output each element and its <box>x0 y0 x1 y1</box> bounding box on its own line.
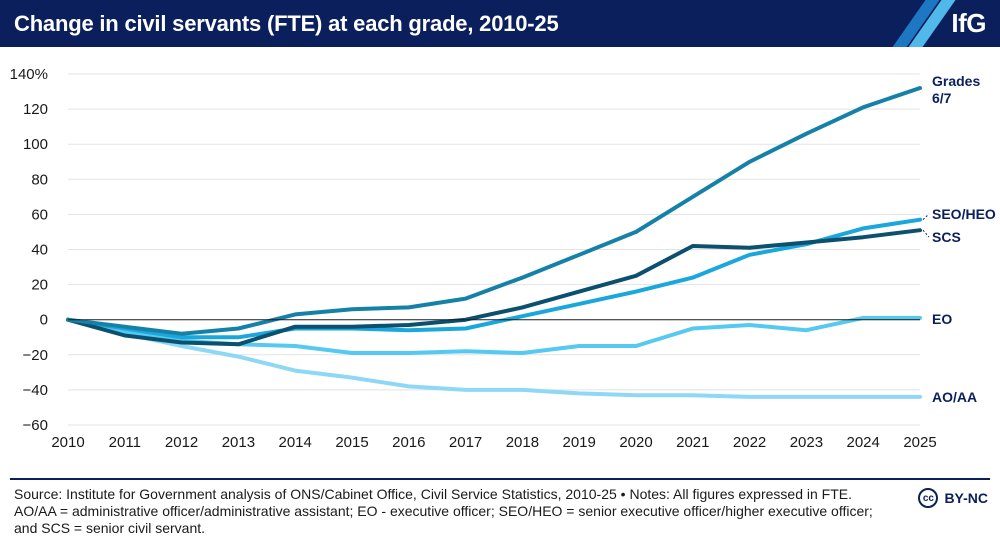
license-label: BY-NC <box>944 490 988 506</box>
series-label-line: Grades <box>932 73 980 89</box>
ifg-logo: IfG <box>951 8 986 38</box>
chart-title: Change in civil servants (FTE) at each g… <box>14 11 559 36</box>
x-tick-label: 2024 <box>847 434 880 451</box>
x-tick-label: 2016 <box>392 434 425 451</box>
creative-commons-icon: cc <box>918 488 939 508</box>
y-tick-label: 60 <box>31 206 48 223</box>
footer-divider <box>10 478 990 480</box>
y-tick-label: 20 <box>31 277 48 294</box>
series-label-line: 6/7 <box>932 90 952 106</box>
x-tick-label: 2013 <box>222 434 255 451</box>
y-tick-label: 0 <box>40 312 48 329</box>
y-tick-label: 40 <box>31 242 48 259</box>
series-label: SCS <box>932 229 961 245</box>
license-badge: cc BY-NC <box>918 488 988 508</box>
x-tick-label: 2011 <box>109 434 141 451</box>
y-tick-label: 120 <box>23 101 48 118</box>
series-label: AO/AA <box>932 389 977 405</box>
y-tick-label: 140% <box>10 66 48 83</box>
series-label: EO <box>932 311 952 327</box>
chart-header: Change in civil servants (FTE) at each g… <box>0 0 1000 47</box>
line-chart: −60 −40 −20 0 20 40 60 80 100 120 140% 2010 2011 2012… <box>10 66 996 451</box>
y-tick-label: 100 <box>23 136 48 153</box>
x-tick-label: 2018 <box>506 434 539 451</box>
x-tick-label: 2015 <box>335 434 368 451</box>
x-tick-label: 2017 <box>449 434 482 451</box>
series-label: SEO/HEO <box>932 206 996 222</box>
series-line-seo-heo <box>66 217 922 340</box>
y-tick-label: −40 <box>23 382 48 399</box>
x-tick-label: 2020 <box>619 434 652 451</box>
x-tick-label: 2021 <box>676 434 709 451</box>
series-label: Grades 6/7 <box>932 73 980 106</box>
x-tick-label: 2014 <box>279 434 312 451</box>
source-note: Source: Institute for Government analysi… <box>14 486 873 536</box>
series-line-scs <box>66 228 922 347</box>
series-line-grades-6-7 <box>66 86 922 336</box>
x-tick-label: 2019 <box>563 434 596 451</box>
label-leader <box>922 229 930 238</box>
y-tick-label: 80 <box>31 171 48 188</box>
x-tick-label: 2023 <box>790 434 823 451</box>
y-tick-label: −60 <box>23 417 48 434</box>
y-tick-label: −20 <box>23 347 48 364</box>
x-tick-label: 2022 <box>733 434 766 451</box>
x-tick-label: 2012 <box>165 434 198 451</box>
series-line-ao-aa <box>66 317 922 399</box>
x-tick-label: 2010 <box>51 434 84 451</box>
x-tick-label: 2025 <box>903 434 936 451</box>
label-leader <box>922 213 930 221</box>
